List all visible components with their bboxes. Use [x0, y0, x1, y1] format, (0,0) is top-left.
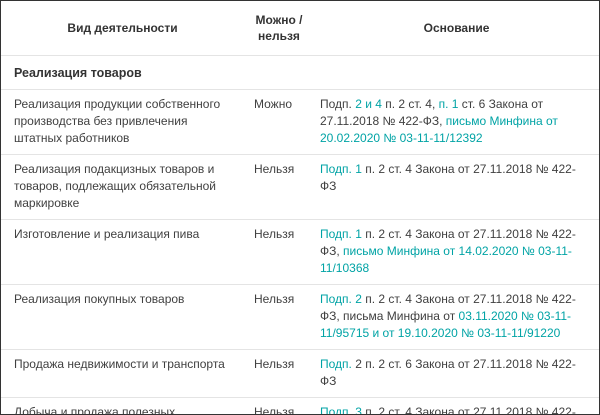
activity-cell: Добыча и продажа полезных ископаемых: [14, 405, 176, 415]
basis-link[interactable]: Подп. 1: [320, 162, 362, 176]
column-header-basis: Основание: [423, 21, 490, 35]
basis-cell: Подп. 2 п. 2 ст. 6 Закона от 27.11.2018 …: [314, 350, 599, 397]
basis-link[interactable]: Подп. 2: [320, 292, 362, 306]
basis-text: п. 2 ст. 4 Закона от 27.11.2018 № 422-ФЗ…: [320, 227, 576, 258]
column-header-allowed: Можно / нельзя: [255, 13, 303, 43]
basis-link[interactable]: 2 и 4: [355, 97, 382, 111]
activity-cell: Продажа недвижимости и транспорта: [14, 357, 225, 371]
column-header-activity: Вид деятельности: [67, 21, 178, 35]
table-row: Реализация продукции собственного произв…: [1, 90, 599, 155]
table-row: Добыча и продажа полезных ископаемых Нель…: [1, 398, 599, 415]
basis-link[interactable]: Подп. 3: [320, 405, 362, 415]
basis-link[interactable]: Подп.: [320, 357, 352, 371]
activity-cell: Изготовление и реализация пива: [14, 227, 200, 241]
activity-cell: Реализация покупных товаров: [14, 292, 185, 306]
table-row: Продажа недвижимости и транспорта Нельзя П…: [1, 350, 599, 398]
basis-cell: Подп. 2 п. 2 ст. 4 Закона от 27.11.2018 …: [314, 285, 599, 349]
status-cell: Нельзя: [254, 162, 295, 176]
basis-text: п. 2 ст. 4 Закона от 27.11.2018 № 422-ФЗ: [365, 405, 576, 415]
status-cell: Нельзя: [254, 227, 295, 241]
activity-cell: Реализация подакцизных товаров и товаров…: [14, 162, 216, 210]
basis-text: 2 п. 2 ст. 6 Закона от 27.11.2018 № 422-…: [320, 357, 576, 388]
basis-link[interactable]: Подп. 1: [320, 227, 362, 241]
table-row: Реализация покупных товаров Нельзя Подп. 2…: [1, 285, 599, 350]
basis-link[interactable]: 03.11.2020 № 03-11-11/95715 и от 19.10.2…: [320, 309, 572, 340]
basis-text: п. 2 ст. 4 Закона от 27.11.2018 № 422-ФЗ…: [320, 292, 576, 323]
basis-text: ст. 6 Закона от 27.11.2018 № 422-ФЗ,: [320, 97, 544, 128]
status-cell: Нельзя: [254, 357, 295, 371]
basis-text: п. 2 ст. 4,: [381, 97, 439, 111]
basis-link[interactable]: письмо Минфина от 20.02.2020 № 03-11-11/…: [320, 114, 558, 145]
basis-link[interactable]: п. 1: [438, 97, 459, 111]
basis-link[interactable]: письмо Минфина от 14.02.2020 № 03-11-11/…: [320, 244, 572, 275]
section-title: Реализация товаров: [14, 66, 142, 80]
basis-text: Подп.: [320, 97, 356, 111]
basis-cell: Подп. 1 п. 2 ст. 4 Закона от 27.11.2018 …: [314, 155, 599, 219]
status-cell: Нельзя: [254, 405, 295, 415]
section-header-row: Реализация товаров: [1, 56, 599, 90]
basis-cell: Подп. 3 п. 2 ст. 4 Закона от 27.11.2018 …: [314, 398, 599, 415]
basis-text: п. 2 ст. 4 Закона от 27.11.2018 № 422-ФЗ: [320, 162, 576, 193]
table-header-row: Вид деятельности Можно / нельзя Основани…: [1, 1, 599, 56]
basis-cell: Подп. 2 и 4 п. 2 ст. 4, п. 1 ст. 6 Закон…: [314, 90, 599, 154]
basis-cell: Подп. 1 п. 2 ст. 4 Закона от 27.11.2018 …: [314, 220, 599, 284]
activity-cell: Реализация продукции собственного произв…: [14, 97, 221, 145]
status-cell: Можно: [254, 97, 292, 111]
table-row: Реализация подакцизных товаров и товаров…: [1, 155, 599, 220]
table-row: Изготовление и реализация пива Нельзя Подп…: [1, 220, 599, 285]
status-cell: Нельзя: [254, 292, 295, 306]
table-body: Реализация продукции собственного произв…: [1, 90, 599, 415]
